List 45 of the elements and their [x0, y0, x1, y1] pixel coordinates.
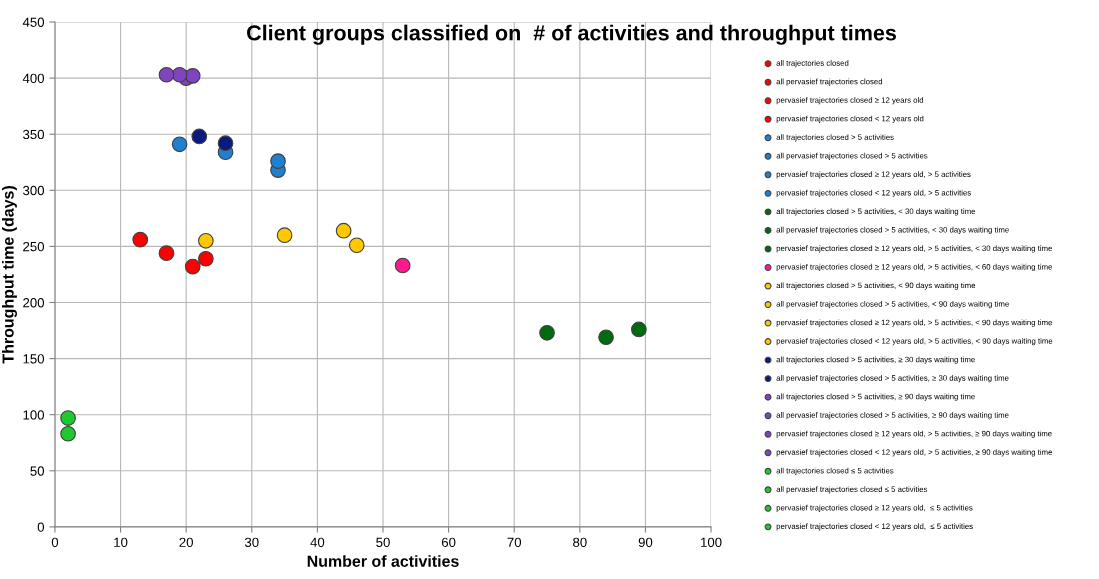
point	[394, 257, 411, 274]
y-tick-label: 200	[23, 298, 45, 308]
x-tick-label: 40	[310, 537, 325, 547]
point	[158, 66, 175, 83]
y-tick-label: 150	[23, 354, 45, 364]
y-tick-label: 450	[22, 17, 45, 27]
x-tick-label: 60	[441, 537, 456, 547]
point	[171, 136, 188, 153]
x-tick-label: 90	[638, 537, 653, 547]
y-tick-label: 250	[23, 241, 45, 252]
point	[198, 232, 214, 249]
point	[198, 250, 214, 267]
x-tick-label: 0	[51, 537, 59, 547]
point	[60, 410, 76, 426]
point	[598, 329, 614, 346]
point	[631, 321, 647, 338]
y-tick-label: 400	[22, 73, 45, 84]
y-tick-label: 50	[30, 466, 45, 476]
x-tick-label: 20	[179, 537, 193, 547]
point	[184, 258, 201, 275]
y-tick-label: 300	[23, 185, 45, 196]
point	[335, 222, 352, 239]
point	[539, 324, 555, 341]
chart-title: Client groups classified on # of activities and throughput times	[247, 24, 896, 45]
point	[217, 135, 234, 152]
point	[158, 245, 175, 261]
point	[171, 66, 188, 83]
point	[184, 68, 201, 84]
y-axis-title: Throughput time (days)	[2, 186, 17, 364]
point	[191, 128, 208, 145]
x-tick-label: 70	[507, 537, 522, 547]
x-tick-label: 10	[114, 537, 128, 547]
x-tick-label: 100	[701, 537, 722, 547]
point	[60, 425, 76, 442]
y-tick-label: 0	[37, 522, 45, 532]
x-axis-title: Number of activities	[307, 555, 459, 567]
point	[348, 237, 365, 254]
x-tick-label: 80	[573, 537, 587, 547]
y-tick-label: 350	[23, 129, 45, 140]
point	[132, 231, 149, 248]
y-tick-label: 100	[23, 410, 45, 420]
point	[270, 153, 286, 169]
point	[276, 227, 293, 244]
x-tick-label: 50	[376, 537, 390, 547]
x-tick-label: 30	[244, 537, 259, 547]
